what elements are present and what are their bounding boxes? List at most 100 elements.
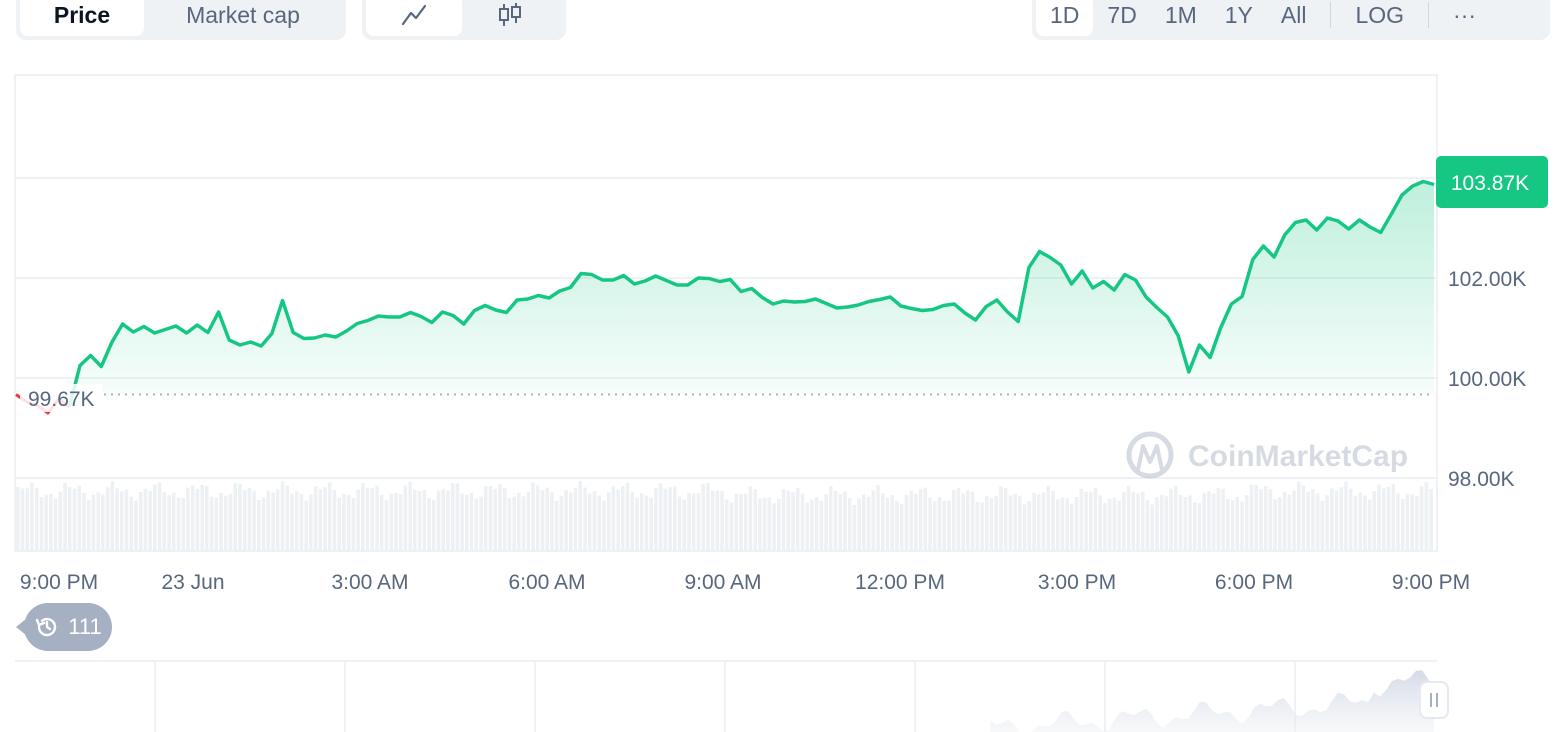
- volume-bar: [493, 488, 497, 551]
- volume-bar: [483, 486, 488, 551]
- volume-bar: [1155, 497, 1159, 551]
- range-7d[interactable]: 7D: [1107, 1, 1137, 28]
- time-range-toggle: 1D 7D 1M 1Y All LOG ···: [1032, 0, 1550, 40]
- volume-bar: [1358, 492, 1362, 551]
- volume-bar: [205, 486, 209, 551]
- volume-bar: [1027, 500, 1032, 551]
- volume-bar: [564, 490, 568, 551]
- volume-bar: [1367, 499, 1372, 551]
- volume-bar: [186, 487, 190, 551]
- range-1m[interactable]: 1M: [1164, 1, 1197, 28]
- volume-bar: [1192, 502, 1197, 551]
- coinmarketcap-logo-icon: [1126, 431, 1174, 479]
- history-badge[interactable]: 111: [16, 603, 112, 651]
- volume-bar: [545, 487, 549, 551]
- more-options-button[interactable]: ···: [1453, 1, 1477, 28]
- volume-bar: [1249, 484, 1254, 551]
- volume-bar: [649, 497, 653, 551]
- volume-bar: [1070, 503, 1074, 551]
- volume-bar: [1183, 497, 1188, 551]
- volume-bar: [422, 489, 427, 551]
- candlestick-button[interactable]: [462, 0, 558, 36]
- volume-bar: [138, 492, 143, 551]
- volume-bar: [1330, 488, 1334, 551]
- volume-bar: [862, 494, 866, 551]
- volume-bar: [923, 487, 928, 551]
- volume-bar: [559, 495, 564, 551]
- volume-bar: [323, 487, 327, 551]
- volume-bar: [460, 493, 464, 551]
- volume-bar: [1301, 485, 1306, 551]
- volume-bar: [932, 500, 937, 551]
- tab-price[interactable]: Price: [20, 0, 144, 36]
- volume-bar: [403, 485, 408, 551]
- y-tick-label: 98.00K: [1448, 468, 1515, 491]
- x-tick-label: 6:00 PM: [1215, 571, 1293, 594]
- volume-bar: [195, 489, 200, 551]
- volume-bar: [989, 497, 994, 551]
- volume-bar: [1240, 501, 1244, 551]
- log-scale-button[interactable]: LOG: [1355, 1, 1405, 28]
- x-tick-label: 3:00 AM: [331, 571, 408, 594]
- volume-bar: [691, 493, 696, 551]
- volume-bar: [663, 488, 668, 551]
- volume-bar: [1268, 489, 1273, 551]
- volume-bar: [469, 492, 474, 551]
- x-axis-ticks: 9:00 PM 23 Jun 3:00 AM 6:00 AM 9:00 AM 12:00 …: [20, 571, 1470, 594]
- volume-bar: [739, 493, 743, 551]
- x-tick-label: 6:00 AM: [508, 571, 585, 594]
- volume-bar: [96, 492, 100, 551]
- volume-bar: [1419, 486, 1424, 551]
- price-area-fill: [69, 181, 1434, 407]
- volume-bar: [252, 490, 256, 551]
- volume-bar: [58, 491, 63, 551]
- price-line-above-reference: [67, 179, 1435, 408]
- volume-bar: [1098, 495, 1103, 551]
- volume-bar: [20, 488, 25, 551]
- range-1d[interactable]: 1D: [1036, 0, 1094, 36]
- range-all[interactable]: All: [1280, 1, 1307, 28]
- volume-bar: [1405, 493, 1410, 551]
- volume-bar: [219, 492, 223, 551]
- volume-bar: [30, 482, 34, 551]
- range-1y[interactable]: 1Y: [1224, 1, 1253, 28]
- volume-bar: [1400, 498, 1405, 551]
- tab-market-cap[interactable]: Market cap: [186, 1, 300, 28]
- volume-bar: [275, 489, 280, 551]
- volume-bar: [1145, 499, 1150, 551]
- volume-bar: [720, 490, 724, 551]
- volume-bar: [82, 492, 86, 551]
- candlestick-icon: [499, 3, 521, 26]
- volume-bar: [261, 497, 266, 551]
- navigator-handle[interactable]: [1419, 681, 1449, 719]
- volume-bar: [517, 492, 521, 551]
- volume-bar: [1055, 499, 1060, 551]
- volume-bar: [1348, 488, 1353, 551]
- volume-bar: [1013, 493, 1017, 551]
- volume-bar: [209, 496, 214, 551]
- volume-bar: [53, 498, 58, 551]
- volume-bar: [1084, 491, 1088, 551]
- volume-bar: [1112, 497, 1117, 551]
- volume-bar: [984, 496, 989, 551]
- volume-bar: [658, 483, 663, 551]
- volume-bar: [1060, 497, 1065, 551]
- volume-bar: [1088, 491, 1093, 551]
- volume-bar: [1159, 494, 1164, 551]
- volume-bar: [583, 487, 587, 551]
- volume-bar: [616, 489, 620, 551]
- volume-bar: [824, 494, 828, 551]
- volume-bar: [337, 497, 342, 551]
- volume-bar: [951, 490, 956, 551]
- line-chart-button[interactable]: [366, 0, 462, 36]
- volume-bar: [767, 497, 772, 551]
- volume-bar: [105, 487, 110, 551]
- volume-bar: [228, 493, 233, 551]
- volume-bar: [502, 487, 507, 551]
- volume-bar: [1263, 485, 1268, 551]
- history-count: 111: [68, 614, 102, 639]
- volume-bar: [706, 482, 710, 551]
- volume-bar: [39, 497, 44, 551]
- volume-bar: [389, 493, 394, 551]
- volume-bar: [876, 485, 880, 551]
